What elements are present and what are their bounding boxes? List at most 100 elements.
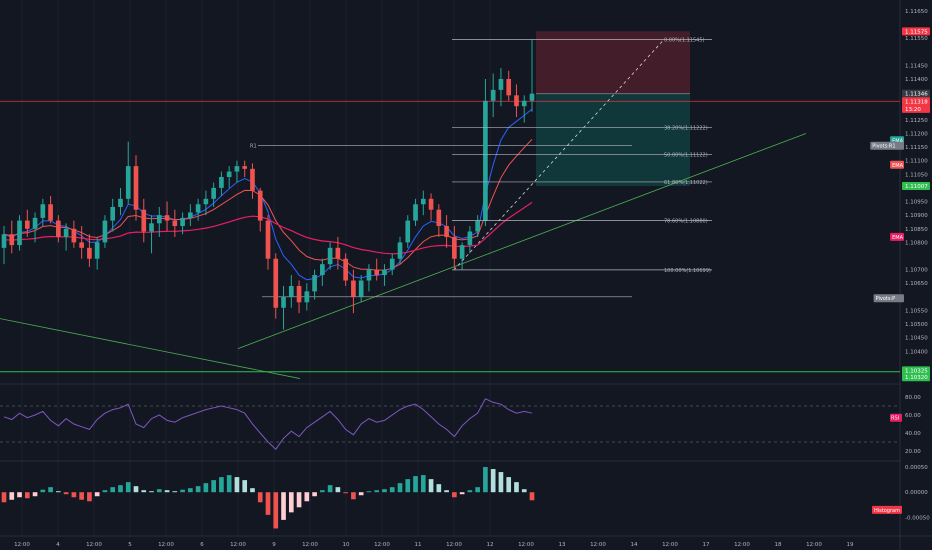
histogram-bar bbox=[24, 492, 30, 499]
candle-body[interactable] bbox=[149, 223, 154, 232]
price-axis[interactable]: 1.11650 1.11550 1.11450 1.11400 1.11250 1.112… bbox=[870, 9, 930, 521]
candle-body[interactable] bbox=[211, 187, 216, 199]
stop-loss-zone[interactable] bbox=[536, 31, 690, 94]
candle-body[interactable] bbox=[102, 220, 108, 243]
candle-body[interactable] bbox=[250, 168, 255, 191]
candle-body[interactable] bbox=[498, 78, 504, 90]
candle-body[interactable] bbox=[265, 220, 271, 259]
descending-trendline[interactable] bbox=[0, 318, 301, 379]
price-tag[interactable] bbox=[902, 373, 930, 382]
candle-body[interactable] bbox=[374, 269, 380, 276]
candle-body[interactable] bbox=[203, 198, 209, 205]
ema-slow-line bbox=[3, 138, 533, 271]
candle-body[interactable] bbox=[180, 217, 185, 227]
candle-body[interactable] bbox=[273, 258, 279, 308]
candle-body[interactable] bbox=[172, 220, 178, 227]
price-tag[interactable] bbox=[902, 366, 930, 375]
candle-body[interactable] bbox=[32, 217, 38, 229]
candle-body[interactable] bbox=[219, 177, 224, 188]
drawing-tools[interactable]: R1 bbox=[0, 39, 900, 379]
candle-body[interactable] bbox=[366, 269, 372, 281]
candle-body[interactable] bbox=[397, 242, 403, 259]
price-tag[interactable] bbox=[902, 182, 930, 191]
candle-body[interactable] bbox=[118, 198, 123, 207]
candle-body[interactable] bbox=[444, 226, 449, 237]
candle-body[interactable] bbox=[304, 291, 310, 303]
candle-body[interactable] bbox=[459, 245, 465, 259]
candle-body[interactable] bbox=[257, 190, 263, 221]
candle-body[interactable] bbox=[48, 204, 53, 221]
candle-body[interactable] bbox=[428, 198, 434, 210]
candle-body[interactable] bbox=[234, 166, 240, 172]
candle-body[interactable] bbox=[63, 228, 69, 237]
indicator-tag[interactable] bbox=[890, 160, 904, 169]
candle-body[interactable] bbox=[242, 166, 248, 169]
candle-body[interactable] bbox=[467, 231, 473, 246]
histogram-tag[interactable] bbox=[872, 505, 902, 514]
candle-body[interactable] bbox=[110, 206, 116, 221]
candle-body[interactable] bbox=[475, 220, 480, 232]
candle-body[interactable] bbox=[226, 171, 232, 178]
rsi-pane[interactable] bbox=[0, 398, 900, 450]
candle-body[interactable] bbox=[24, 220, 30, 229]
candle-body[interactable] bbox=[452, 236, 457, 259]
candle-body[interactable] bbox=[1, 234, 7, 248]
candle-body[interactable] bbox=[79, 242, 84, 248]
candle-body[interactable] bbox=[281, 296, 286, 308]
fib-trend-line[interactable] bbox=[453, 39, 665, 271]
candle-body[interactable] bbox=[358, 280, 364, 297]
candle-body[interactable] bbox=[405, 220, 411, 243]
candle-body[interactable] bbox=[327, 247, 333, 265]
candle-body[interactable] bbox=[17, 220, 22, 246]
candle-body[interactable] bbox=[56, 220, 61, 237]
candle-body[interactable] bbox=[156, 215, 162, 224]
indicator-tag[interactable] bbox=[873, 294, 904, 303]
candle-body[interactable] bbox=[125, 166, 131, 199]
candle-body[interactable] bbox=[188, 212, 193, 218]
candle-body[interactable] bbox=[312, 275, 317, 292]
risk-reward-zones[interactable] bbox=[536, 31, 690, 187]
candle-body[interactable] bbox=[164, 215, 170, 221]
candle-body[interactable] bbox=[490, 89, 496, 101]
price-tag[interactable] bbox=[902, 89, 930, 98]
candle-body[interactable] bbox=[133, 166, 139, 210]
time-axis[interactable]: 12:00 4 12:00 5 12:00 6 12:00 9 12:00 10 12:00 11 12… bbox=[14, 542, 854, 548]
candle-body[interactable] bbox=[506, 78, 512, 96]
histogram-pane[interactable] bbox=[1, 467, 535, 529]
candle-body[interactable] bbox=[514, 95, 519, 107]
indicator-tag-label: Pivots:R1 bbox=[872, 144, 895, 150]
candle-body[interactable] bbox=[320, 264, 325, 276]
candle-body[interactable] bbox=[436, 209, 442, 227]
candle-body[interactable] bbox=[483, 100, 488, 221]
candle-body[interactable] bbox=[335, 247, 341, 259]
candle-body[interactable] bbox=[87, 247, 92, 259]
candle-body[interactable] bbox=[141, 209, 147, 232]
candle-body[interactable] bbox=[521, 100, 527, 107]
candle-body[interactable] bbox=[343, 258, 348, 281]
candle-body[interactable] bbox=[71, 228, 77, 243]
rsi-tag[interactable] bbox=[890, 413, 902, 422]
candle-body[interactable] bbox=[382, 269, 387, 276]
candle-body[interactable] bbox=[296, 285, 302, 303]
candles[interactable] bbox=[1, 39, 535, 330]
ascending-trendline[interactable] bbox=[237, 133, 807, 349]
candle-body[interactable] bbox=[351, 280, 356, 297]
candle-body[interactable] bbox=[94, 242, 100, 259]
candle-body[interactable] bbox=[195, 204, 201, 213]
candle-body[interactable] bbox=[389, 258, 395, 270]
price-tag[interactable] bbox=[902, 27, 930, 36]
take-profit-zone[interactable] bbox=[536, 93, 690, 187]
price-tag[interactable] bbox=[902, 104, 930, 113]
candle-body[interactable] bbox=[9, 234, 15, 246]
candle-body[interactable] bbox=[529, 93, 535, 101]
price-tag[interactable] bbox=[902, 97, 930, 106]
indicator-tag[interactable] bbox=[890, 232, 904, 241]
candle-body[interactable] bbox=[420, 198, 426, 205]
candle-body[interactable] bbox=[413, 204, 418, 221]
candle-body[interactable] bbox=[288, 285, 294, 297]
fibonacci-retracement[interactable]: 0.00%(1.11545) 38.20%(1.11222) 50.00%(1.11… bbox=[452, 37, 712, 274]
indicator-tag[interactable] bbox=[870, 141, 904, 150]
time-tick-label: 12 bbox=[487, 542, 494, 548]
candle-body[interactable] bbox=[40, 204, 46, 218]
